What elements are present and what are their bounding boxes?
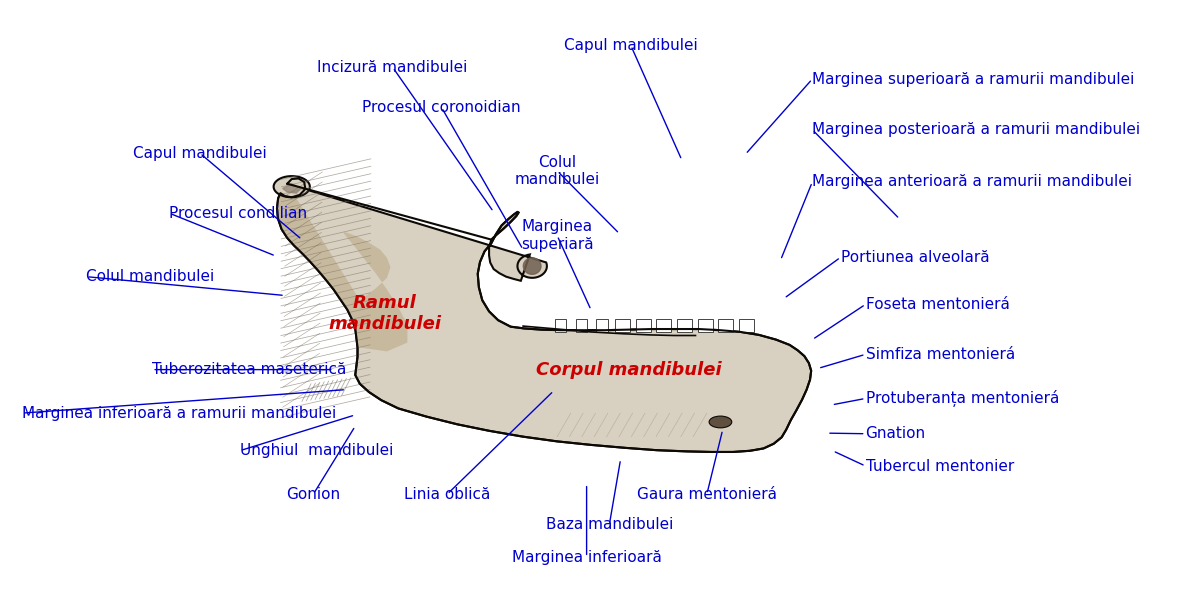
Polygon shape <box>277 178 811 452</box>
Bar <box>576 319 587 332</box>
Text: Colul
mandibulei: Colul mandibulei <box>515 155 600 187</box>
Text: Procesul condilian: Procesul condilian <box>169 206 307 220</box>
Text: Marginea posterioară a ramurii mandibulei: Marginea posterioară a ramurii mandibule… <box>812 122 1140 137</box>
Bar <box>719 319 733 332</box>
Text: Baza mandibulei: Baza mandibulei <box>546 517 673 532</box>
Polygon shape <box>523 258 541 274</box>
Bar <box>698 319 713 332</box>
Bar <box>636 319 650 332</box>
Text: Tuberozitatea maseterică: Tuberozitatea maseterică <box>152 362 347 377</box>
Bar <box>554 319 566 332</box>
Text: Marginea anterioară a ramurii mandibulei: Marginea anterioară a ramurii mandibulei <box>812 174 1133 190</box>
Text: Protuberanța mentonierá: Protuberanța mentonierá <box>865 390 1058 407</box>
Polygon shape <box>283 184 301 193</box>
Circle shape <box>709 416 732 428</box>
Bar <box>616 319 630 332</box>
Bar <box>677 319 692 332</box>
Text: Unghiul  mandibulei: Unghiul mandibulei <box>240 443 392 458</box>
Text: Marginea inferioară a ramurii mandibulei: Marginea inferioară a ramurii mandibulei <box>22 405 336 421</box>
Text: Foseta mentonierá: Foseta mentonierá <box>865 297 1009 312</box>
Text: Linia oblică: Linia oblică <box>404 487 491 502</box>
Text: Corpul mandibulei: Corpul mandibulei <box>535 361 721 379</box>
Text: Marginea inferioară: Marginea inferioară <box>511 550 661 565</box>
Text: Colul mandibulei: Colul mandibulei <box>86 269 215 284</box>
Text: Tubercul mentonier: Tubercul mentonier <box>865 459 1014 473</box>
Text: Capul mandibulei: Capul mandibulei <box>133 145 266 161</box>
Bar <box>596 319 607 332</box>
Text: Marginea superioară a ramurii mandibulei: Marginea superioară a ramurii mandibulei <box>812 72 1135 86</box>
Bar <box>739 319 754 332</box>
Text: Procesul coronoidian: Procesul coronoidian <box>362 100 521 115</box>
Polygon shape <box>274 176 310 197</box>
Text: Ramul
mandibulei: Ramul mandibulei <box>329 294 442 333</box>
Text: Portiunea alveolară: Portiunea alveolară <box>841 250 989 265</box>
Text: Marginea
superiară: Marginea superiară <box>521 219 594 252</box>
Text: Capul mandibulei: Capul mandibulei <box>564 38 697 53</box>
Text: Gnation: Gnation <box>865 426 925 441</box>
Polygon shape <box>277 178 408 352</box>
Text: Incizură mandibulei: Incizură mandibulei <box>318 60 468 75</box>
Text: Gaura mentonierá: Gaura mentonierá <box>637 487 776 502</box>
Bar <box>656 319 671 332</box>
Text: Gonion: Gonion <box>287 487 341 502</box>
Text: Simfiza mentonierá: Simfiza mentonierá <box>865 347 1015 362</box>
